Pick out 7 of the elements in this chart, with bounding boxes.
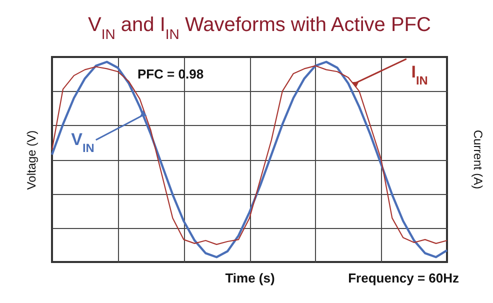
- y-axis-title: Voltage (V): [24, 130, 38, 190]
- y2-axis-title: Current (A): [471, 130, 485, 190]
- x-axis-title: Time (s): [225, 270, 275, 286]
- chart-title: V$_{IN}$ and I$_{IN}$ Waveforms with Active PFC: [88, 14, 431, 42]
- text: Frequency = 60Hz: [348, 270, 460, 286]
- series-label: V$_{IN}$: [71, 130, 94, 155]
- legend-label: I$_{IN}$: [411, 62, 428, 88]
